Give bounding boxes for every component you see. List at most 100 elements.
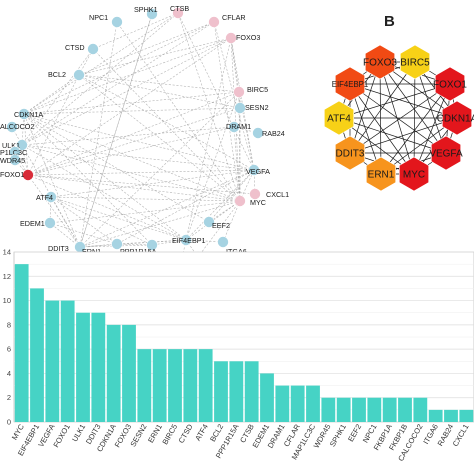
node-edem1 <box>44 217 56 229</box>
bar-birc5 <box>168 349 182 422</box>
network-a-edge <box>116 169 255 245</box>
node-alcoco2 <box>6 121 18 133</box>
network-a-edge <box>27 169 255 176</box>
node-label-foxo3: FOXO3 <box>236 33 260 42</box>
network-a-edge <box>27 74 80 176</box>
network-a-edge <box>116 21 241 202</box>
network-a-edge <box>208 169 255 223</box>
network-a-edge <box>185 37 232 241</box>
node-label-eef2: EEF2 <box>212 221 230 230</box>
bar-ppp1r15a <box>229 361 244 422</box>
node-label-vegfa: VEGFA <box>246 167 270 176</box>
network-b-edge <box>349 83 447 154</box>
bar-npc1 <box>367 397 382 422</box>
network-a-edge <box>27 126 235 176</box>
network-a-edge <box>78 21 215 76</box>
hub-node-foxo3 <box>364 44 396 80</box>
bar-bcl2 <box>214 361 228 422</box>
bar-eif4ebp1 <box>30 288 44 422</box>
node-ern1 <box>111 238 123 250</box>
node-ctsb <box>172 7 184 19</box>
network-a-edge <box>23 107 241 115</box>
y-tick-label: 4 <box>7 369 11 378</box>
network-a-edge <box>78 74 240 93</box>
network-a-edge <box>208 200 241 223</box>
hub-label-vegfa: VEGFA <box>429 149 463 160</box>
hub-node-myc <box>398 156 430 192</box>
node-label-alcoco2: ALCOCO2 <box>0 122 34 131</box>
bar-vegfa <box>45 300 60 422</box>
node-foxo1 <box>22 169 34 181</box>
node-label-ppp1r15a: PPP1R15A <box>120 247 157 256</box>
network-a-edge <box>92 12 179 50</box>
node-label-edem1: EDEM1 <box>20 219 45 228</box>
hub-node-foxo1 <box>434 66 466 102</box>
network-b-edge <box>338 83 451 119</box>
y-tick-label: 8 <box>7 320 11 329</box>
hub-node-birc5 <box>399 44 431 80</box>
network-a-edge <box>79 13 153 248</box>
network-a-edge <box>21 48 94 146</box>
network-a-edge <box>177 12 241 202</box>
network-b-edge <box>349 83 458 119</box>
node-rab24 <box>252 127 264 139</box>
hub-label-cdkn1a: CDKN1A <box>437 114 474 125</box>
hub-label-foxo3: FOXO3 <box>363 58 397 69</box>
network-a-edge <box>79 91 240 248</box>
node-label-sphk1: SPHK1 <box>134 5 158 14</box>
network-a-edge <box>197 200 241 258</box>
network-a-edge <box>78 74 241 109</box>
bar-ern1 <box>152 349 167 422</box>
node-label-ctsb: CTSB <box>170 4 189 13</box>
node-wdr45 <box>9 154 21 166</box>
network-a-edge <box>116 243 153 246</box>
network-a-edge <box>79 200 241 248</box>
hub-label-ddit3: DDIT3 <box>336 149 365 160</box>
node-label-sesn2: SESN2 <box>245 103 269 112</box>
y-tick-label: 0 <box>7 418 11 427</box>
network-a-edge <box>23 21 215 115</box>
node-label-p1lc3c: P1LC3C <box>0 148 27 157</box>
node-vegfa <box>248 164 260 176</box>
network-a-edge <box>23 74 80 115</box>
network-a-edge <box>78 37 232 76</box>
node-label-rab24: RAB24 <box>262 129 285 138</box>
bar-atf4 <box>198 349 213 422</box>
y-tick-label: 2 <box>7 393 11 402</box>
bar-edem1 <box>260 373 274 422</box>
node-label-ctsd: CTSD <box>65 43 85 52</box>
bar-sesn2 <box>137 349 152 422</box>
bar-map1lc3c <box>306 385 320 422</box>
bar-foxo3 <box>122 324 136 422</box>
bar-itga6 <box>428 409 443 422</box>
network-a-edge <box>49 222 118 245</box>
bar-sphk1 <box>336 397 351 422</box>
node-label-npc1: NPC1 <box>89 13 108 22</box>
bar-eef2 <box>352 397 366 422</box>
network-a-edge <box>49 200 241 224</box>
network-a-edge <box>92 48 241 202</box>
network-b-edge <box>414 61 447 154</box>
network-a-edge <box>79 239 187 248</box>
hub-node-ern1 <box>365 156 397 192</box>
network-a-edge <box>23 91 240 115</box>
node-label-bcl2: BCL2 <box>48 70 66 79</box>
bar-wdr45 <box>321 397 336 422</box>
network-a-edge <box>79 21 118 248</box>
node-label-dram1: DRAM1 <box>226 122 251 131</box>
chart-bars <box>14 264 474 422</box>
network-a-edge <box>27 174 81 248</box>
node-label-wdr45: WDR45 <box>0 156 25 165</box>
hub-node-eif4ebp1 <box>334 66 366 102</box>
network-a-edge <box>21 37 232 146</box>
network-a-edge <box>27 174 241 202</box>
node-ppp1r15a <box>146 239 158 251</box>
degree-bar-chart: 0 2 4 6 8 10 12 14 MYCEIF4EBP1VEGFAFOXO1ULK1DDI… <box>3 248 474 463</box>
bar-myc <box>14 264 29 422</box>
node-ulk1 <box>16 139 28 151</box>
network-a-edge <box>21 21 215 146</box>
bar-ddit3 <box>91 312 106 422</box>
bar-dram1 <box>275 385 290 422</box>
node-label-itga6: ITGA6 <box>226 247 247 256</box>
